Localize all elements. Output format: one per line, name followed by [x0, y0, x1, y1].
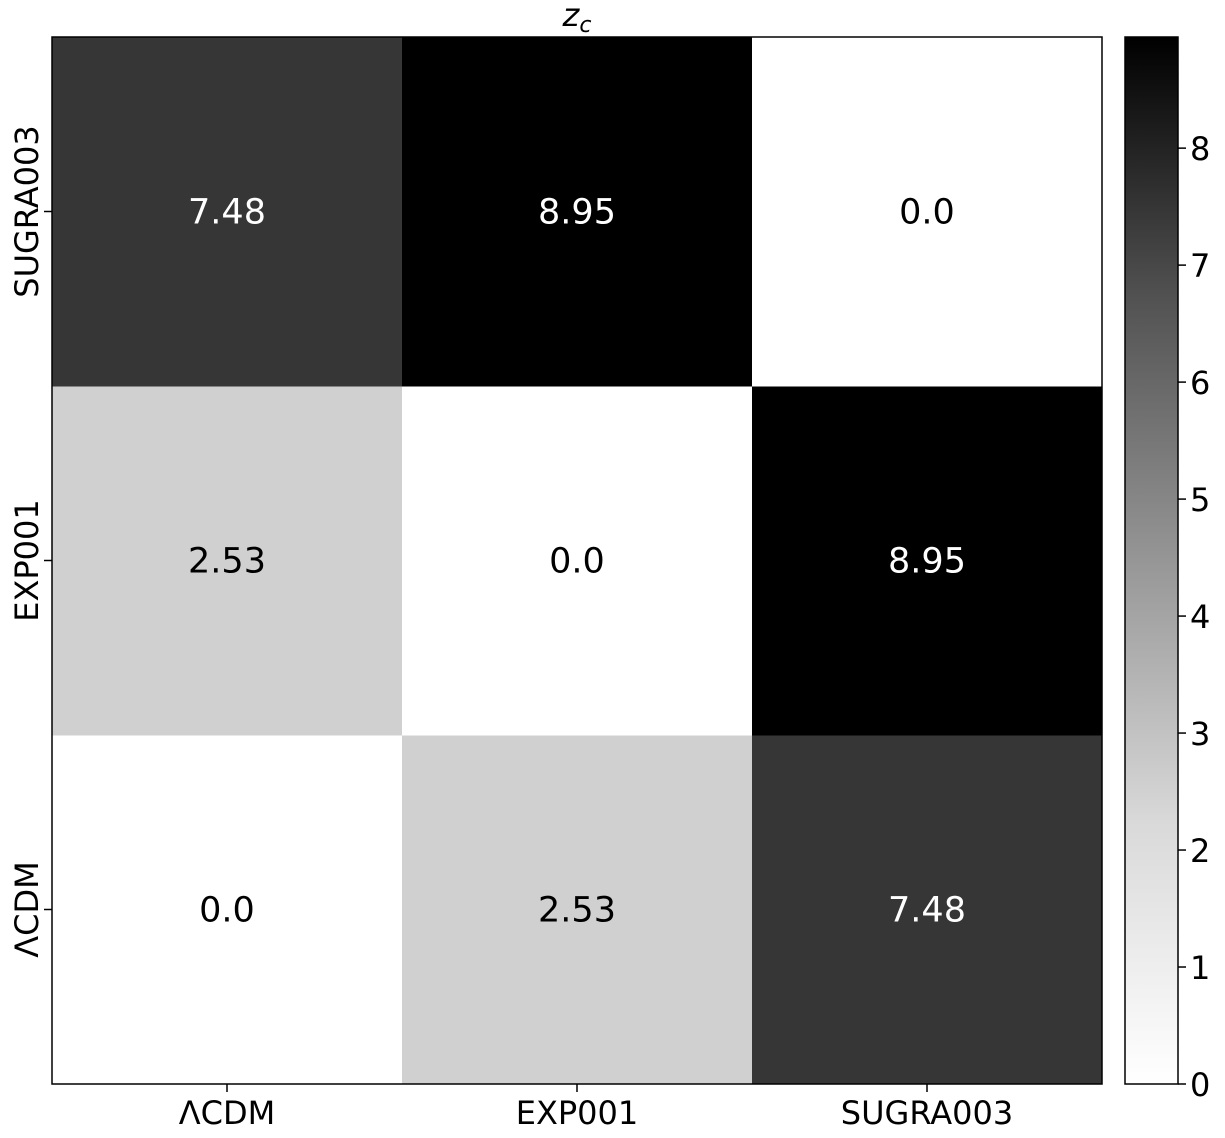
- colorbar-tick-label: 0: [1190, 1066, 1210, 1104]
- heatmap-cell: [402, 735, 753, 1085]
- colorbar-tick-label: 1: [1190, 949, 1210, 987]
- y-axis: ΛCDM EXP001 SUGRA003: [8, 125, 52, 958]
- chart-title-main: z: [562, 0, 581, 34]
- y-tick-label: SUGRA003: [8, 125, 46, 297]
- heatmap-cell: [752, 735, 1103, 1085]
- heatmap-cell: [402, 386, 753, 736]
- heatmap-cell-label: 0.0: [549, 542, 605, 582]
- heatmap-cell: [752, 386, 1103, 736]
- colorbar: [1124, 36, 1179, 1085]
- heatmap-cells: [52, 37, 1103, 1085]
- heatmap-cell: [402, 37, 753, 387]
- chart-title-subscript: c: [579, 13, 591, 38]
- heatmap-cell: [52, 735, 403, 1085]
- x-tick-label: EXP001: [516, 1094, 639, 1132]
- colorbar-tick-label: 4: [1190, 598, 1210, 636]
- heatmap-cell-label: 0.0: [199, 891, 255, 931]
- colorbar-tick-label: 3: [1190, 715, 1210, 753]
- heatmap-cell-label: 8.95: [538, 193, 616, 233]
- colorbar-tick-label: 8: [1190, 130, 1210, 168]
- heatmap-cell: [52, 386, 403, 736]
- heatmap-cell-label: 0.0: [899, 193, 955, 233]
- colorbar-tick-label: 2: [1190, 832, 1210, 870]
- heatmap-cell-label: 7.48: [188, 193, 266, 233]
- heatmap-cell-label: 8.95: [888, 542, 966, 582]
- y-tick-label: EXP001: [8, 499, 46, 622]
- colorbar-tick-label: 6: [1190, 364, 1210, 402]
- colorbar-tick-label: 7: [1190, 247, 1210, 285]
- heatmap-cell: [52, 37, 403, 387]
- x-tick-label: SUGRA003: [841, 1094, 1013, 1132]
- x-tick-label: ΛCDM: [179, 1094, 275, 1132]
- colorbar-ticks: 0 1 2 3 4 5 6 7 8: [1178, 130, 1210, 1104]
- chart-title: zc: [562, 0, 592, 38]
- heatmap-cell-label: 2.53: [538, 891, 616, 931]
- heatmap-cell-label: 7.48: [888, 891, 966, 931]
- heatmap-cell-label: 2.53: [188, 542, 266, 582]
- heatmap-cell: [752, 37, 1103, 387]
- heatmap-cell-labels: 0.0 2.53 7.48 2.53 0.0 8.95 7.48 8.95 0.0: [188, 193, 966, 931]
- y-tick-label: ΛCDM: [8, 861, 46, 957]
- colorbar-tick-label: 5: [1190, 481, 1210, 519]
- x-axis: ΛCDM EXP001 SUGRA003: [179, 1084, 1013, 1132]
